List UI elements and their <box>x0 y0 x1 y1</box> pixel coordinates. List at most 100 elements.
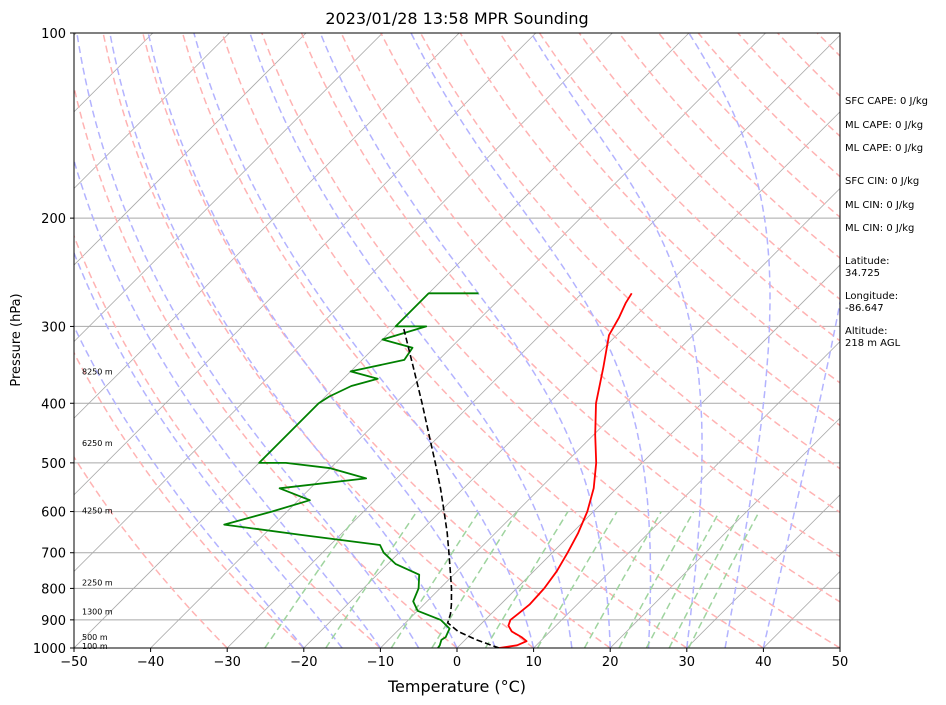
dry-adiabat-line <box>380 33 840 514</box>
x-tick-label: 30 <box>679 655 696 670</box>
height-label: 500 m <box>82 633 108 642</box>
isotherm-line <box>74 33 537 496</box>
isotherm-line <box>74 33 690 648</box>
dewpoint-profile <box>223 292 479 648</box>
sounding-parameter: ML CAPE: 0 J/kg <box>845 143 923 154</box>
moist-adiabat-line <box>147 33 497 648</box>
y-tick-label: 300 <box>41 320 66 335</box>
sounding-parameter: SFC CAPE: 0 J/kg <box>845 96 928 107</box>
isotherm-line <box>74 33 460 419</box>
isotherm-line <box>456 264 840 648</box>
dry-adiabat-line <box>499 33 840 384</box>
plot-frame <box>73 32 841 649</box>
height-label: 4250 m <box>82 507 113 516</box>
x-tick-label: 50 <box>832 655 849 670</box>
mixing-ratio-line <box>668 511 742 648</box>
dry-adiabat-line <box>74 351 305 648</box>
dry-adiabat-line <box>459 33 840 427</box>
dry-adiabat-line <box>74 234 381 648</box>
y-tick-label: 200 <box>41 212 66 227</box>
sounding-parameters: SFC CAPE: 0 J/kg ML CAPE: 0 J/kg ML CAPE: … <box>845 96 928 349</box>
sounding-parameter: Latitude: <box>845 256 890 267</box>
dry-adiabat-line <box>340 33 840 558</box>
y-tick-label: 1000 <box>33 642 66 657</box>
isotherm-line <box>226 34 840 648</box>
sounding-parameter: ML CIN: 0 J/kg <box>845 200 914 211</box>
sounding-parameter: 218 m AGL <box>845 338 901 349</box>
mixing-ratio-line <box>264 511 360 648</box>
dry-adiabat-line <box>538 33 840 342</box>
isotherm-line <box>74 33 230 189</box>
sounding-parameter: Longitude: <box>845 291 898 302</box>
moist-adiabat-line <box>76 33 420 648</box>
dry-adiabat-line <box>74 455 228 648</box>
moist-adiabat-line <box>109 33 458 648</box>
mixing-ratio-line <box>325 511 418 648</box>
background-lines <box>74 33 840 648</box>
sounding-parameter: Altitude: <box>845 326 887 337</box>
x-tick-label: −50 <box>60 655 87 670</box>
x-tick-label: 0 <box>453 655 461 670</box>
isotherm-line <box>74 33 613 572</box>
dry-adiabat-line <box>300 33 840 603</box>
mixing-ratio-line <box>645 511 721 648</box>
y-tick-label: 900 <box>41 614 66 629</box>
sounding-parameter: ML CIN: 0 J/kg <box>845 223 914 234</box>
moist-adiabat-line <box>530 33 703 648</box>
x-tick-label: 10 <box>525 655 542 670</box>
dry-adiabat-line <box>142 33 611 648</box>
y-tick-label: 100 <box>41 27 66 42</box>
dry-adiabat-line <box>74 83 458 648</box>
mixing-ratio-line <box>390 511 480 648</box>
sounding-profiles <box>223 292 633 648</box>
sounding-parameter: ML CAPE: 0 J/kg <box>845 120 923 131</box>
dry-adiabat-line <box>102 33 535 648</box>
moist-adiabat-line <box>249 33 573 648</box>
isotherm-line <box>303 111 840 648</box>
height-label: 8250 m <box>82 367 113 376</box>
x-tick-label: −40 <box>137 655 164 670</box>
sounding-parameter: SFC CIN: 0 J/kg <box>845 176 919 187</box>
x-tick-label: −20 <box>290 655 317 670</box>
moist-adiabat-line <box>74 157 382 648</box>
dry-adiabat-line <box>261 33 840 648</box>
isotherm-line <box>533 341 840 648</box>
axis-ticks: −50 −40 −30 −20 −10 0 10 20 30 40 50 1000 900 800 700 6… <box>33 27 848 670</box>
isotherm-line <box>380 187 840 648</box>
y-tick-label: 600 <box>41 506 66 521</box>
moist-adiabat-line <box>74 250 343 648</box>
dry-adiabat-line <box>221 33 764 648</box>
isotherm-line <box>74 33 307 266</box>
height-label: 2250 m <box>82 579 113 588</box>
isotherm-line <box>74 33 383 343</box>
mixing-ratio-line <box>431 511 518 648</box>
temperature-profile <box>498 292 633 648</box>
mixing-ratio-line <box>583 511 662 648</box>
parcel-profile <box>402 326 500 648</box>
x-tick-label: 20 <box>602 655 619 670</box>
mixing-ratio-line <box>688 511 760 648</box>
height-label: 100 m <box>82 642 108 651</box>
chart-title: 2023/01/28 13:58 MPR Sounding <box>325 9 588 28</box>
height-label: 6250 m <box>82 439 113 448</box>
y-tick-label: 400 <box>41 397 66 412</box>
mixing-ratio-line <box>484 511 569 648</box>
mixing-ratio-line <box>618 511 695 648</box>
sounding-parameter: -86.647 <box>845 303 884 314</box>
mixing-ratio-line <box>536 511 618 648</box>
isotherm-line <box>686 494 840 648</box>
x-axis-title: Temperature (°C) <box>387 677 526 696</box>
moist-adiabat-line <box>410 33 652 648</box>
isotherm-line <box>609 417 840 648</box>
y-tick-label: 700 <box>41 547 66 562</box>
y-tick-label: 800 <box>41 582 66 597</box>
dry-adiabat-line <box>181 33 688 648</box>
y-tick-label: 500 <box>41 457 66 472</box>
sounding-parameter: 34.725 <box>845 268 880 279</box>
dry-adiabat-line <box>578 33 840 301</box>
moist-adiabat-line <box>688 33 771 648</box>
moist-adiabat-line <box>74 324 305 648</box>
moist-adiabat-line <box>193 33 535 648</box>
